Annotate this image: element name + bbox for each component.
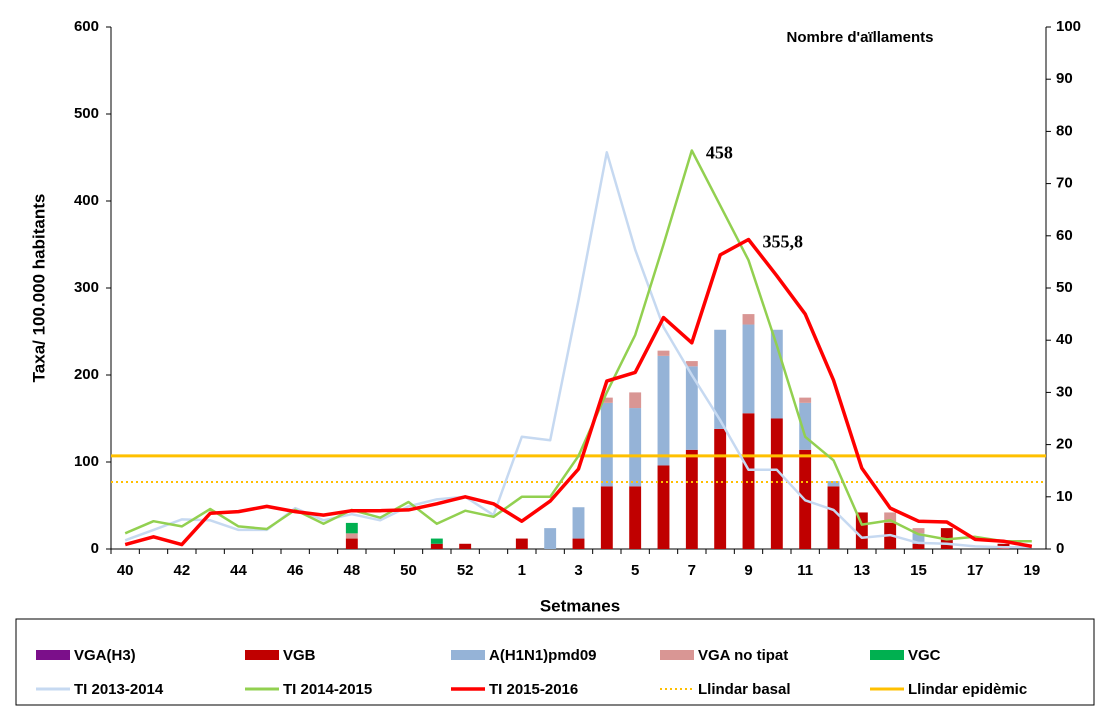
- bar: [912, 528, 925, 534]
- x-tick-label: 19: [1023, 562, 1040, 579]
- y2-tick-label: 90: [1056, 70, 1073, 87]
- bar: [827, 481, 840, 487]
- legend-label: VGA no tipat: [698, 647, 788, 664]
- bar: [855, 512, 868, 549]
- x-tick-label: 50: [400, 562, 417, 579]
- data-label: 355,8: [763, 232, 804, 252]
- x-tick-label: 5: [631, 562, 639, 579]
- y-axis-label: Taxa/ 100.000 habitants: [29, 194, 48, 383]
- y2-tick-label: 40: [1056, 331, 1073, 348]
- line: [124, 151, 1032, 549]
- legend-label: A(H1N1)pmd09: [489, 647, 597, 664]
- bar: [345, 533, 358, 539]
- bar: [770, 418, 783, 549]
- legend-label: Llindar epidèmic: [908, 681, 1027, 698]
- bar: [742, 314, 755, 325]
- bar: [714, 428, 727, 549]
- bar: [799, 402, 812, 450]
- y2-tick-label: 50: [1056, 279, 1073, 296]
- y2-tick-label: 30: [1056, 383, 1073, 400]
- x-tick-label: 3: [574, 562, 582, 579]
- y-tick-label: 300: [74, 279, 99, 296]
- bar: [657, 350, 670, 356]
- bar: [459, 543, 472, 549]
- legend-label: VGB: [283, 647, 316, 664]
- y-tick-label: 600: [74, 18, 99, 35]
- bar: [714, 329, 727, 429]
- x-tick-label: 46: [287, 562, 304, 579]
- x-tick-label: 17: [967, 562, 984, 579]
- legend-swatch: [660, 650, 694, 660]
- y2-tick-label: 70: [1056, 175, 1073, 192]
- bar: [742, 413, 755, 549]
- x-tick-label: 15: [910, 562, 927, 579]
- y2-tick-label: 20: [1056, 436, 1073, 453]
- bar: [799, 397, 812, 403]
- x-tick-label: 7: [688, 562, 696, 579]
- y-tick-label: 500: [74, 105, 99, 122]
- x-tick-label: 9: [744, 562, 752, 579]
- bar: [657, 465, 670, 549]
- legend-swatch: [245, 650, 279, 660]
- y2-tick-label: 80: [1056, 122, 1073, 139]
- bar: [827, 486, 840, 549]
- y-tick-label: 200: [74, 366, 99, 383]
- bar: [629, 392, 642, 409]
- data-label: 458: [706, 143, 733, 163]
- legend-label: VGA(H3): [74, 647, 136, 664]
- bar: [685, 449, 698, 549]
- legend-label: TI 2013-2014: [74, 681, 164, 698]
- x-tick-label: 1: [518, 562, 526, 579]
- bar: [742, 324, 755, 414]
- line: [124, 149, 1032, 543]
- y2-tick-label: 0: [1056, 540, 1064, 557]
- bar: [600, 402, 613, 487]
- legend-label: TI 2015-2016: [489, 681, 578, 698]
- bar: [770, 329, 783, 419]
- legend-swatch: [451, 650, 485, 660]
- bar: [430, 538, 443, 544]
- bar: [912, 543, 925, 549]
- bar: [685, 361, 698, 367]
- legend-box: [15, 618, 1095, 706]
- y2-axis-label: Nombre d'aïllaments: [787, 29, 934, 46]
- bar: [430, 543, 443, 549]
- y2-tick-label: 10: [1056, 488, 1073, 505]
- y2-tick-label: 100: [1056, 18, 1081, 35]
- bar: [685, 366, 698, 450]
- y-tick-label: 400: [74, 192, 99, 209]
- x-tick-label: 40: [117, 562, 134, 579]
- bar: [572, 507, 585, 539]
- legend-label: Llindar basal: [698, 681, 791, 698]
- x-tick-label: 48: [343, 562, 360, 579]
- y2-tick-label: 60: [1056, 227, 1073, 244]
- bar: [515, 538, 528, 549]
- bar: [912, 533, 925, 544]
- legend-swatch: [36, 650, 70, 660]
- x-tick-label: 44: [230, 562, 247, 579]
- bar: [629, 408, 642, 487]
- x-tick-label: 11: [797, 562, 813, 579]
- y-tick-label: 0: [91, 540, 99, 557]
- y-tick-label: 100: [74, 453, 99, 470]
- x-axis-label: Setmanes: [540, 596, 620, 615]
- bar: [600, 486, 613, 549]
- line: [124, 237, 1033, 549]
- bar: [572, 538, 585, 549]
- bar: [884, 512, 897, 523]
- legend-label: VGC: [908, 647, 941, 664]
- bar: [345, 538, 358, 549]
- x-tick-label: 13: [853, 562, 870, 579]
- legend-label: TI 2014-2015: [283, 681, 372, 698]
- x-tick-label: 52: [457, 562, 474, 579]
- bar: [345, 522, 358, 534]
- bar: [544, 528, 557, 549]
- x-tick-label: 42: [173, 562, 190, 579]
- bar: [657, 355, 670, 466]
- bar: [600, 397, 613, 403]
- bar: [629, 486, 642, 549]
- legend-swatch: [870, 650, 904, 660]
